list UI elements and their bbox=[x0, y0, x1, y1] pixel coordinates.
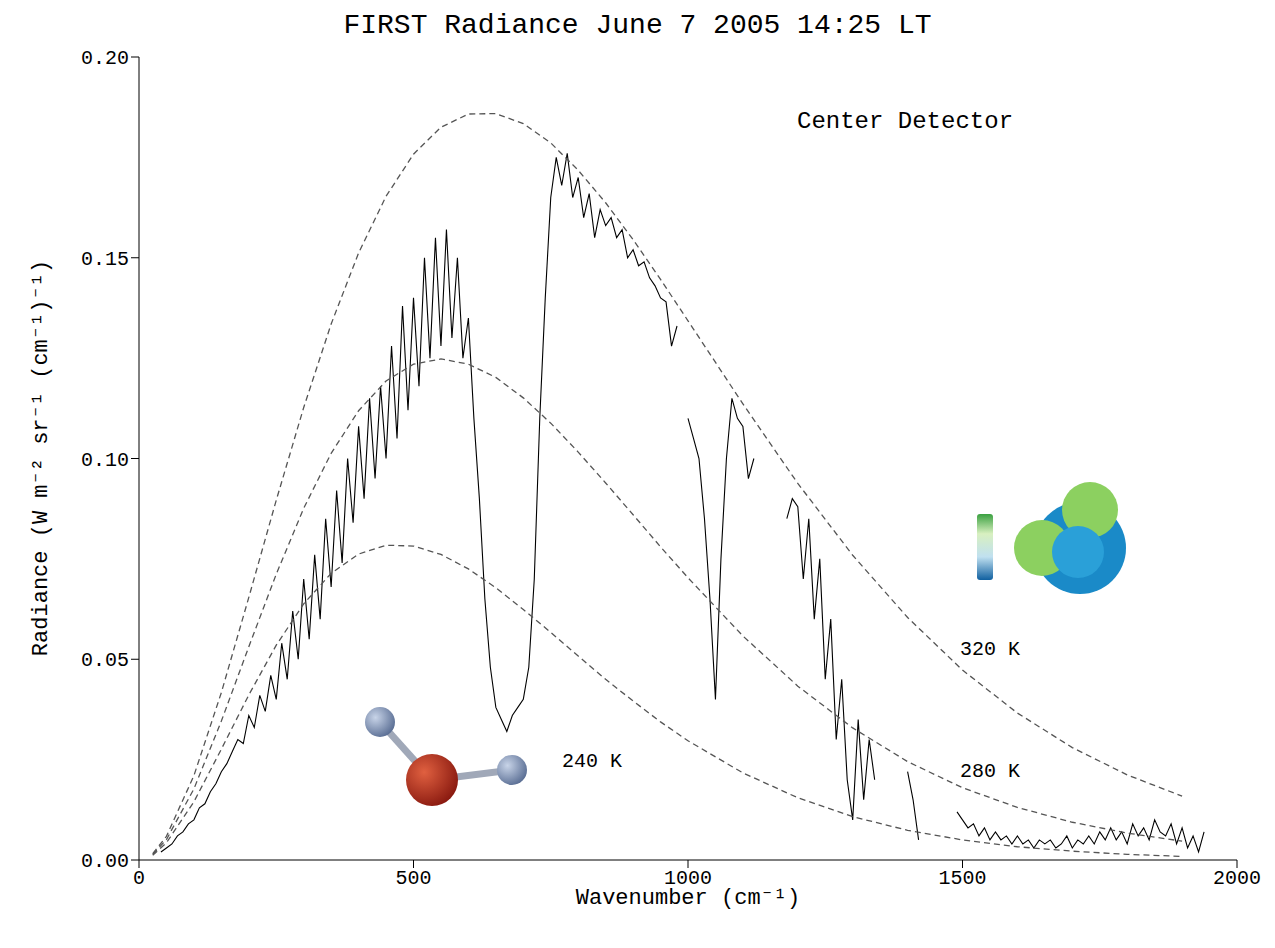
svg-text:0.15: 0.15 bbox=[81, 248, 129, 271]
html-text:Center Detector: Center Detector bbox=[797, 108, 1013, 135]
svg-text:0.20: 0.20 bbox=[81, 47, 129, 70]
html-text:320 K: 320 K bbox=[960, 638, 1020, 661]
svg-text:0.05: 0.05 bbox=[81, 649, 129, 672]
html-text:FIRST Radiance June 7 2005 14:: FIRST Radiance June 7 2005 14:25 LT bbox=[343, 10, 932, 41]
svg-text:0.00: 0.00 bbox=[81, 850, 129, 873]
svg-text:0: 0 bbox=[133, 867, 145, 890]
html-text:Wavenumber (cm⁻¹): Wavenumber (cm⁻¹) bbox=[575, 886, 801, 911]
svg-text:2000: 2000 bbox=[1213, 867, 1261, 890]
html-text:280 K: 280 K bbox=[960, 760, 1020, 783]
svg-text:1500: 1500 bbox=[938, 867, 986, 890]
svg-text:0.10: 0.10 bbox=[81, 449, 129, 472]
html-text:Radiance (W m⁻² sr⁻¹ (cm⁻¹)⁻¹): Radiance (W m⁻² sr⁻¹ (cm⁻¹)⁻¹) bbox=[28, 259, 54, 657]
svg-text:1000: 1000 bbox=[664, 867, 712, 891]
svg-text:500: 500 bbox=[395, 867, 431, 890]
html-text:240 K: 240 K bbox=[562, 750, 622, 773]
